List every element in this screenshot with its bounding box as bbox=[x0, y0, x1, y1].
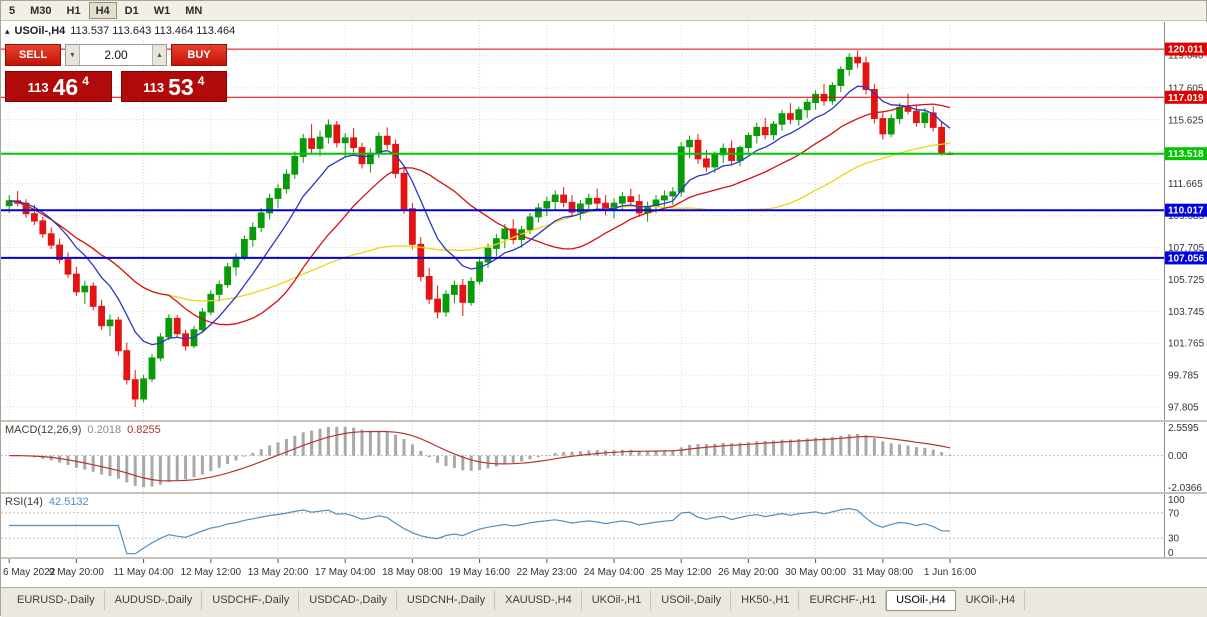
svg-text:113.518: 113.518 bbox=[1168, 149, 1204, 160]
svg-text:117.019: 117.019 bbox=[1168, 93, 1204, 104]
svg-text:103.745: 103.745 bbox=[1168, 307, 1205, 318]
price-badges: 120.011 117.019 113.518 110.017 107.056 bbox=[1165, 43, 1207, 265]
svg-text:1 Jun 16:00: 1 Jun 16:00 bbox=[924, 567, 977, 578]
svg-text:2.5595: 2.5595 bbox=[1168, 423, 1199, 434]
rsi-label: RSI(14) 42.5132 bbox=[5, 496, 89, 508]
grid bbox=[1, 494, 1164, 557]
svg-text:31 May 08:00: 31 May 08:00 bbox=[852, 567, 913, 578]
chart-tab-xauusd-h4[interactable]: XAUUSD-,H4 bbox=[495, 590, 582, 611]
svg-text:30 May 00:00: 30 May 00:00 bbox=[785, 567, 846, 578]
chart-tab-usdcad-daily[interactable]: USDCAD-,Daily bbox=[299, 590, 397, 611]
lot-size-stepper: ▼ 2.00 ▲ bbox=[65, 44, 167, 66]
chart-tab-usdchf-daily[interactable]: USDCHF-,Daily bbox=[202, 590, 299, 611]
svg-text:17 May 04:00: 17 May 04:00 bbox=[315, 567, 376, 578]
svg-text:18 May 08:00: 18 May 08:00 bbox=[382, 567, 443, 578]
macd-main-value: 0.2018 bbox=[87, 424, 121, 436]
sell-price-prefix: 113 bbox=[28, 80, 49, 96]
svg-text:115.625: 115.625 bbox=[1168, 115, 1204, 126]
macd-label: MACD(12,26,9) 0.2018 0.8255 bbox=[5, 424, 161, 436]
svg-text:0: 0 bbox=[1168, 548, 1174, 557]
svg-text:99.785: 99.785 bbox=[1168, 371, 1199, 382]
chart-tab-usdcnh-daily[interactable]: USDCNH-,Daily bbox=[397, 590, 495, 611]
macd-pane: 2.5595 0.00 -2.0366 MACD(12,26,9) 0.2018 0… bbox=[1, 422, 1207, 492]
timeframe-button-d1[interactable]: D1 bbox=[118, 2, 146, 19]
timeframe-button-m30[interactable]: M30 bbox=[23, 2, 58, 19]
svg-text:0.00: 0.00 bbox=[1168, 451, 1188, 462]
svg-text:13 May 20:00: 13 May 20:00 bbox=[248, 567, 309, 578]
chart-tab-eurchf-h1[interactable]: EURCHF-,H1 bbox=[799, 590, 886, 611]
timeframe-button-w1[interactable]: W1 bbox=[147, 2, 178, 19]
grid bbox=[1, 422, 1164, 492]
chart-window: 119.640117.605115.625113.645111.665109.6… bbox=[1, 22, 1207, 587]
rsi-axis: 100 70 30 0 bbox=[1168, 495, 1185, 557]
sell-price-big: 46 bbox=[53, 75, 79, 99]
svg-text:24 May 04:00: 24 May 04:00 bbox=[584, 567, 645, 578]
macd-axis: 2.5595 0.00 -2.0366 bbox=[1168, 423, 1202, 492]
macd-signal-value: 0.8255 bbox=[127, 424, 161, 436]
buy-price-display[interactable]: 113 53 4 bbox=[121, 71, 228, 102]
rsi-name: RSI(14) bbox=[5, 496, 43, 508]
rsi-value: 42.5132 bbox=[49, 496, 89, 508]
chart-collapse-icon[interactable]: ▴ bbox=[5, 26, 10, 37]
svg-text:26 May 20:00: 26 May 20:00 bbox=[718, 567, 779, 578]
svg-text:107.056: 107.056 bbox=[1168, 253, 1205, 264]
chart-title: ▴ USOil-,H4 113.537 113.643 113.464 113.… bbox=[5, 25, 235, 37]
chart-tab-hk50-h1[interactable]: HK50-,H1 bbox=[731, 590, 799, 611]
svg-text:100: 100 bbox=[1168, 495, 1185, 506]
macd-name: MACD(12,26,9) bbox=[5, 424, 81, 436]
svg-text:30: 30 bbox=[1168, 534, 1180, 545]
svg-text:12 May 12:00: 12 May 12:00 bbox=[180, 567, 241, 578]
svg-text:19 May 16:00: 19 May 16:00 bbox=[449, 567, 510, 578]
chart-tab-eurusd-daily[interactable]: EURUSD-,Daily bbox=[7, 590, 105, 611]
svg-text:97.805: 97.805 bbox=[1168, 403, 1199, 414]
svg-text:11 May 04:00: 11 May 04:00 bbox=[114, 567, 174, 578]
lot-size-value[interactable]: 2.00 bbox=[80, 45, 152, 65]
buy-button[interactable]: BUY bbox=[171, 44, 227, 66]
chart-ohlc-values: 113.537 113.643 113.464 113.464 bbox=[70, 25, 235, 37]
timeframe-button-h4[interactable]: H4 bbox=[89, 2, 117, 19]
timeframe-button-mn[interactable]: MN bbox=[178, 2, 209, 19]
svg-text:101.765: 101.765 bbox=[1168, 339, 1205, 350]
svg-text:9 May 20:00: 9 May 20:00 bbox=[49, 567, 104, 578]
timeframe-button-h1[interactable]: H1 bbox=[60, 2, 88, 19]
lot-increase-button[interactable]: ▲ bbox=[152, 45, 166, 65]
svg-text:6 May 2022: 6 May 2022 bbox=[3, 567, 56, 578]
rsi-pane: 100 70 30 0 RSI(14) 42.5132 bbox=[1, 494, 1207, 557]
svg-text:120.011: 120.011 bbox=[1168, 45, 1204, 56]
sell-price-sup: 4 bbox=[82, 74, 89, 88]
chart-tab-ukoil-h4[interactable]: UKOil-,H4 bbox=[956, 590, 1026, 611]
one-click-trading-panel: SELL ▼ 2.00 ▲ BUY 113 46 4 113 bbox=[5, 44, 227, 102]
chart-symbol-period: USOil-,H4 bbox=[15, 25, 66, 37]
price-axis: 119.640117.605115.625113.645111.665109.6… bbox=[1168, 51, 1205, 414]
rsi-canvas[interactable]: 100 70 30 0 bbox=[1, 494, 1207, 557]
svg-text:25 May 12:00: 25 May 12:00 bbox=[651, 567, 712, 578]
svg-text:105.725: 105.725 bbox=[1168, 275, 1205, 286]
price-pane: 119.640117.605115.625113.645111.665109.6… bbox=[1, 22, 1207, 420]
chart-tab-usoil-h4[interactable]: USOil-,H4 bbox=[886, 590, 956, 611]
sell-button[interactable]: SELL bbox=[5, 44, 61, 66]
buy-price-big: 53 bbox=[168, 75, 194, 99]
svg-text:111.665: 111.665 bbox=[1168, 179, 1203, 190]
chart-tab-audusd-daily[interactable]: AUDUSD-,Daily bbox=[105, 590, 203, 611]
chart-tab-ukoil-h1[interactable]: UKOil-,H1 bbox=[582, 590, 652, 611]
svg-text:110.017: 110.017 bbox=[1168, 206, 1204, 217]
timeframe-button-5[interactable]: 5 bbox=[2, 2, 22, 19]
svg-text:70: 70 bbox=[1168, 508, 1180, 519]
svg-text:-2.0366: -2.0366 bbox=[1168, 483, 1202, 492]
chart-tab-usoil-daily[interactable]: USOil-,Daily bbox=[651, 590, 731, 611]
sell-price-display[interactable]: 113 46 4 bbox=[5, 71, 112, 102]
buy-price-prefix: 113 bbox=[143, 80, 164, 96]
macd-canvas[interactable]: 2.5595 0.00 -2.0366 bbox=[1, 422, 1207, 492]
buy-price-sup: 4 bbox=[198, 74, 205, 88]
lot-decrease-button[interactable]: ▼ bbox=[66, 45, 80, 65]
svg-text:22 May 23:00: 22 May 23:00 bbox=[516, 567, 577, 578]
